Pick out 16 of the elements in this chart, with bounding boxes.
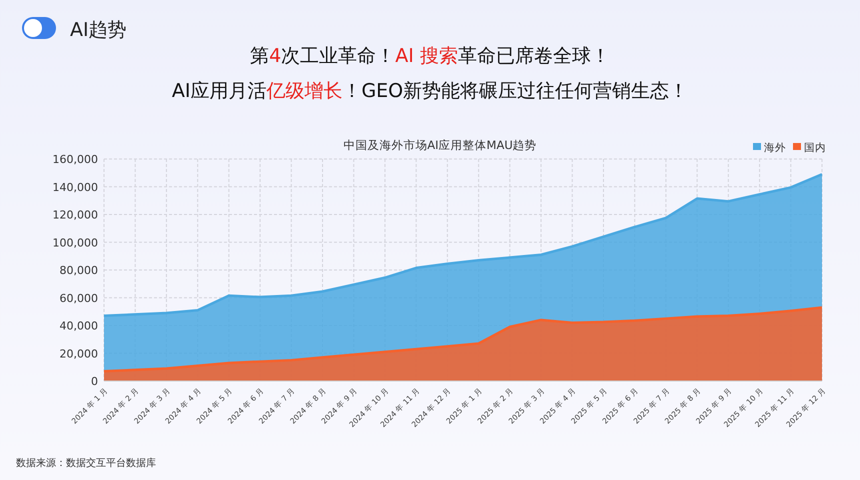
legend-label: 国内 [804,141,826,154]
y-tick-label: 160,000 [52,153,98,166]
y-tick-label: 0 [91,375,98,388]
chart-title: 中国及海外市场AI应用整体MAU趋势 [343,138,537,152]
text: AI趋势 [70,19,127,41]
y-tick-label: 20,000 [60,347,98,360]
y-tick-label: 120,000 [52,208,98,222]
text: 第4次工业革命！AI 搜索革命已席卷全球！ [250,45,610,67]
text: AI应用月活亿级增长！GEO新势能将碾压过往任何营销生态！ [172,80,688,102]
y-tick-label: 60,000 [60,292,98,305]
y-tick-label: 100,000 [52,236,98,250]
source-note: 数据来源：数据交互平台数据库 [16,457,156,469]
y-tick-label: 40,000 [60,320,98,332]
y-tick-label: 80,000 [60,264,98,277]
legend-label: 海外 [764,142,786,154]
y-tick-label: 140,000 [52,180,98,194]
